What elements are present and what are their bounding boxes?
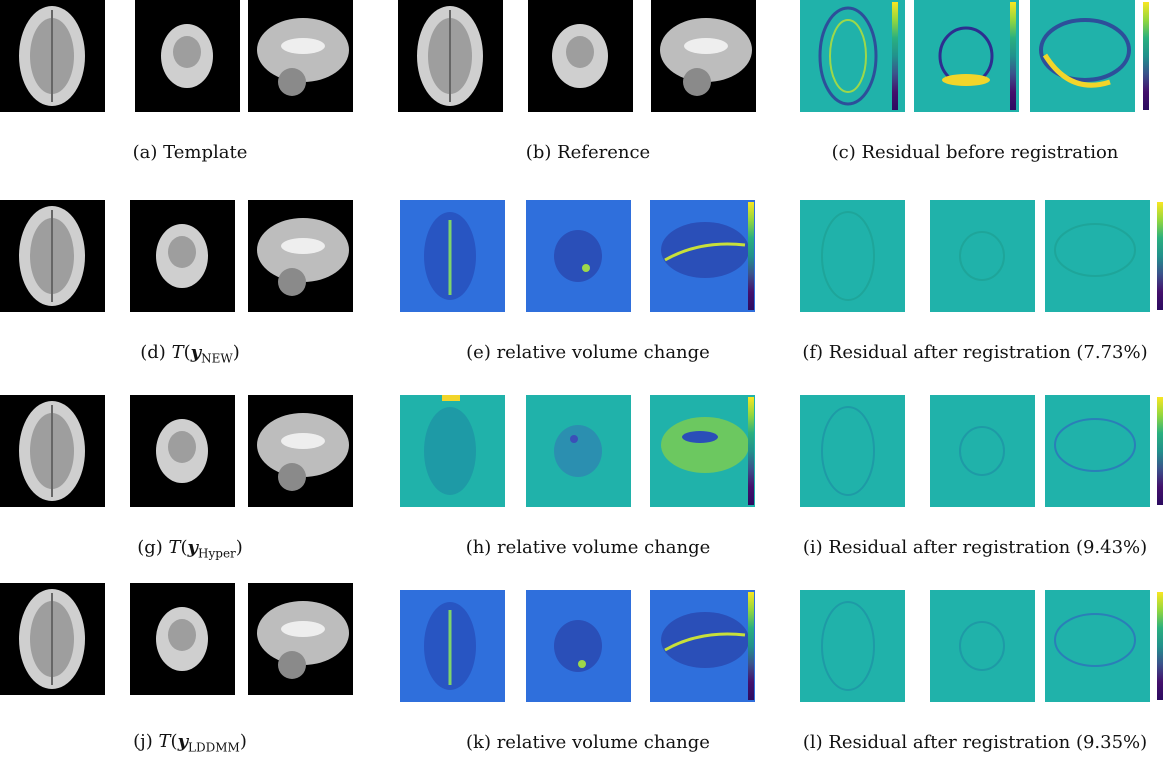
- coronal-residual-image: [930, 590, 1035, 702]
- sagittal-residual-image: [1045, 395, 1150, 507]
- axial-volume-image: [400, 200, 505, 312]
- panel-g-T-y-hyper: (g) T(yHyper): [0, 395, 380, 588]
- caption: (d) T(yNEW): [140, 342, 240, 366]
- panel-b-reference: (b) Reference: [398, 0, 778, 193]
- coronal-residual-image: [914, 0, 1019, 112]
- residual-after-images: [785, 200, 1165, 312]
- coronal-volume-image: [526, 200, 631, 312]
- colorbar: [1010, 2, 1016, 110]
- panel-e-volume-change: (e) relative volume change: [398, 200, 778, 393]
- caption: (j) T(yLDDMM): [133, 731, 247, 755]
- sagittal-volume-image: [650, 590, 755, 702]
- residual-before-images: [785, 0, 1165, 112]
- caption: (k) relative volume change: [466, 732, 710, 753]
- coronal-volume-image: [526, 590, 631, 702]
- sagittal-volume-image: [650, 395, 755, 507]
- colorbar: [892, 2, 898, 110]
- colorbar: [1157, 202, 1163, 310]
- deformed-template-images: [0, 200, 380, 312]
- panel-f-residual-after: (f) Residual after registration (7.73%): [785, 200, 1165, 393]
- sagittal-slice-image: [651, 0, 756, 112]
- axial-volume-image: [400, 590, 505, 702]
- axial-slice-image: [0, 395, 105, 507]
- caption: (b) Reference: [525, 142, 651, 163]
- coronal-slice-image: [528, 0, 633, 112]
- axial-residual-image: [800, 590, 905, 702]
- axial-residual-image: [800, 200, 905, 312]
- coronal-slice-image: [135, 0, 240, 112]
- volume-change-images: [398, 590, 778, 702]
- coronal-residual-image: [930, 395, 1035, 507]
- colorbar: [1157, 592, 1163, 700]
- coronal-volume-image: [526, 395, 631, 507]
- panel-a-template: (a) Template: [0, 0, 380, 193]
- sagittal-slice-image: [248, 0, 353, 112]
- sagittal-slice-image: [248, 200, 353, 312]
- residual-after-images: [785, 395, 1165, 507]
- axial-residual-image: [800, 395, 905, 507]
- panel-h-volume-change: (h) relative volume change: [398, 395, 778, 588]
- deformed-template-images: [0, 395, 380, 507]
- sagittal-residual-image: [1045, 590, 1150, 702]
- axial-volume-image: [400, 395, 505, 507]
- sagittal-slice-image: [248, 395, 353, 507]
- panel-l-residual-after: (l) Residual after registration (9.35%): [785, 590, 1165, 783]
- colorbar: [1143, 2, 1149, 110]
- caption: (a) Template: [132, 142, 248, 163]
- caption: (g) T(yHyper): [137, 537, 243, 561]
- colorbar: [748, 397, 754, 505]
- colorbar: [748, 592, 754, 700]
- caption: (c) Residual before registration: [831, 142, 1119, 163]
- sagittal-residual-image: [1045, 200, 1150, 312]
- residual-after-images: [785, 590, 1165, 702]
- sagittal-slice-image: [248, 583, 353, 695]
- sagittal-volume-image: [650, 200, 755, 312]
- reference-images: [398, 0, 778, 112]
- caption: (f) Residual after registration (7.73%): [802, 342, 1148, 363]
- colorbar: [1157, 397, 1163, 505]
- volume-change-images: [398, 200, 778, 312]
- deformed-template-images: [0, 583, 380, 695]
- colorbar: [748, 202, 754, 310]
- axial-slice-image: [398, 0, 503, 112]
- panel-d-T-y-new: (d) T(yNEW): [0, 200, 380, 393]
- caption: (h) relative volume change: [465, 537, 711, 558]
- caption: (e) relative volume change: [466, 342, 710, 363]
- caption: (i) Residual after registration (9.43%): [802, 537, 1148, 558]
- coronal-residual-image: [930, 200, 1035, 312]
- axial-slice-image: [0, 0, 105, 112]
- caption: (l) Residual after registration (9.35%): [802, 732, 1148, 753]
- panel-c-residual-before: (c) Residual before registration: [785, 0, 1165, 193]
- sagittal-residual-image: [1030, 0, 1135, 112]
- axial-residual-image: [800, 0, 905, 112]
- coronal-slice-image: [130, 583, 235, 695]
- volume-change-images: [398, 395, 778, 507]
- axial-slice-image: [0, 200, 105, 312]
- template-images: [0, 0, 380, 112]
- panel-j-T-y-lddmm: (j) T(yLDDMM): [0, 583, 380, 776]
- axial-slice-image: [0, 583, 105, 695]
- panel-k-volume-change: (k) relative volume change: [398, 590, 778, 783]
- panel-i-residual-after: (i) Residual after registration (9.43%): [785, 395, 1165, 588]
- coronal-slice-image: [130, 200, 235, 312]
- coronal-slice-image: [130, 395, 235, 507]
